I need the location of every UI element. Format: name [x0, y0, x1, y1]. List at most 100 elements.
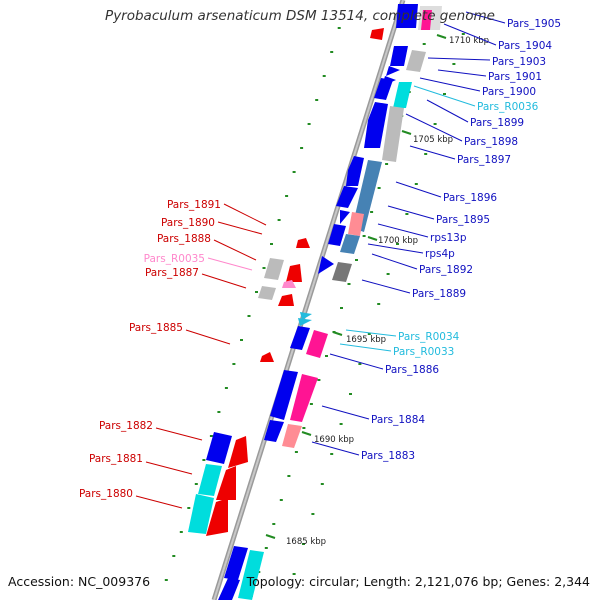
gc-dot — [370, 211, 374, 213]
gene-pars-r0034[interactable] — [300, 312, 312, 320]
gc-dot — [386, 273, 390, 275]
gc-dot — [422, 43, 426, 45]
gene-pars-1892[interactable] — [318, 256, 334, 274]
gc-dot — [367, 333, 371, 335]
label-pars-r0035[interactable]: Pars_R0035 — [144, 253, 205, 265]
gene-pars-1885[interactable] — [260, 352, 274, 362]
gc-dot — [262, 267, 266, 269]
gene-pars-1886[interactable] — [306, 330, 328, 358]
gc-dot — [349, 393, 352, 395]
gc-dot — [209, 435, 213, 437]
gc-dot — [414, 183, 418, 185]
gene-pars-1884[interactable] — [290, 374, 318, 422]
gene-pars-1887[interactable] — [258, 286, 276, 300]
label-pars-1883[interactable]: Pars_1883 — [361, 450, 415, 462]
label-pars-1886[interactable]: Pars_1886 — [385, 364, 439, 376]
gene-bottom-c[interactable] — [218, 578, 240, 600]
label-pars-1905[interactable]: Pars_1905 — [507, 18, 561, 30]
label-pars-1887[interactable]: Pars_1887 — [145, 267, 199, 279]
gene-rps4p[interactable] — [328, 224, 346, 246]
gene-pars-1903[interactable] — [390, 46, 408, 66]
gene-top-red[interactable] — [370, 28, 384, 40]
gc-dot — [292, 573, 296, 575]
gene-rps13p[interactable] — [348, 212, 364, 236]
scale-label: 1710 kbp — [449, 36, 489, 46]
gene-pars-1882[interactable] — [228, 436, 248, 468]
label-pars-1900[interactable]: Pars_1900 — [482, 86, 536, 98]
gene-pars-1904b[interactable] — [421, 10, 432, 30]
gene-pars-1880a[interactable] — [188, 494, 214, 534]
gene-pars-r0033[interactable] — [298, 318, 312, 326]
gene-pars-1881[interactable] — [216, 466, 236, 500]
gene-pars-1883[interactable] — [282, 424, 302, 448]
label-pars-1885[interactable]: Pars_1885 — [129, 322, 183, 334]
gc-dot — [247, 315, 251, 317]
gene-pars-1905[interactable] — [396, 4, 418, 28]
gene-pars-1886a[interactable] — [290, 326, 310, 350]
gc-dot — [300, 147, 304, 149]
gene-pars-1888b[interactable] — [286, 264, 302, 282]
gene-pars-1901[interactable] — [386, 66, 400, 76]
gc-dot — [322, 75, 326, 77]
gene-pars-r0036[interactable] — [393, 82, 412, 108]
gc-dot — [377, 303, 381, 305]
gc-dot — [302, 427, 306, 429]
gc-dot — [461, 33, 465, 35]
label-pars-1904[interactable]: Pars_1904 — [498, 40, 552, 52]
label-pars-r0036[interactable]: Pars_R0036 — [477, 101, 539, 113]
label-pars-1881[interactable]: Pars_1881 — [89, 453, 143, 465]
gc-dot — [377, 187, 381, 189]
gc-dot — [255, 291, 258, 293]
gene-bottom-a[interactable] — [224, 546, 248, 580]
label-pars-r0033[interactable]: Pars_R0033 — [393, 346, 454, 358]
label-pars-1888[interactable]: Pars_1888 — [157, 233, 211, 245]
label-pars-1889[interactable]: Pars_1889 — [412, 288, 466, 300]
label-pars-1895[interactable]: Pars_1895 — [436, 214, 490, 226]
gene-pars-1880[interactable] — [206, 498, 228, 536]
gc-dot — [317, 379, 321, 381]
gc-dot — [194, 483, 198, 485]
label-pars-1901[interactable]: Pars_1901 — [488, 71, 542, 83]
gene-pars-1881a[interactable] — [198, 464, 222, 496]
label-pars-1892[interactable]: Pars_1892 — [419, 264, 473, 276]
gene-pars-1888[interactable] — [264, 258, 284, 280]
gene-rps4p-b[interactable] — [340, 234, 360, 254]
gc-dot — [315, 99, 319, 101]
label-pars-1884[interactable]: Pars_1884 — [371, 414, 425, 426]
gene-pars-1889[interactable] — [332, 262, 352, 282]
gene-pars-r0035[interactable] — [282, 280, 296, 288]
gc-dot — [217, 411, 221, 413]
gene-pars-1897[interactable] — [382, 106, 404, 162]
label-pars-1903[interactable]: Pars_1903 — [492, 56, 546, 68]
gc-dot — [433, 123, 437, 125]
gene-pars-1882a[interactable] — [206, 432, 232, 464]
gene-pars-1891[interactable] — [296, 238, 310, 248]
gene-pars-1896[interactable] — [346, 156, 364, 186]
label-pars-1882[interactable]: Pars_1882 — [99, 420, 153, 432]
gene-bottom-b[interactable] — [238, 550, 264, 600]
reverse-features — [188, 28, 384, 536]
label-pars-1890[interactable]: Pars_1890 — [161, 217, 215, 229]
gene-pars-1899[interactable] — [374, 78, 393, 100]
scale-label: 1685 kbp — [286, 537, 326, 547]
scale-label: 1690 kbp — [314, 435, 354, 445]
label-pars-1880[interactable]: Pars_1880 — [79, 488, 133, 500]
gene-pars-1903b[interactable] — [406, 50, 426, 72]
label-pars-1899[interactable]: Pars_1899 — [470, 117, 524, 129]
label-pars-r0034[interactable]: Pars_R0034 — [398, 331, 460, 343]
label-rps4p[interactable]: rps4p — [425, 248, 455, 260]
label-pars-1897[interactable]: Pars_1897 — [457, 154, 511, 166]
gc-dot — [277, 219, 281, 221]
label-pars-1898[interactable]: Pars_1898 — [464, 136, 518, 148]
gene-pars-1884a[interactable] — [270, 370, 298, 420]
gene-pars-1883a[interactable] — [264, 420, 284, 442]
scale-label: 1700 kbp — [378, 236, 418, 246]
gene-rps13p-b[interactable] — [340, 210, 350, 224]
gc-dot — [279, 499, 283, 501]
gene-pars-1895[interactable] — [336, 186, 358, 208]
label-pars-1891[interactable]: Pars_1891 — [167, 199, 221, 211]
gene-pars-1898[interactable] — [364, 102, 388, 148]
gene-pars-1887b[interactable] — [278, 294, 294, 306]
label-rps13p[interactable]: rps13p — [430, 232, 467, 244]
label-pars-1896[interactable]: Pars_1896 — [443, 192, 497, 204]
